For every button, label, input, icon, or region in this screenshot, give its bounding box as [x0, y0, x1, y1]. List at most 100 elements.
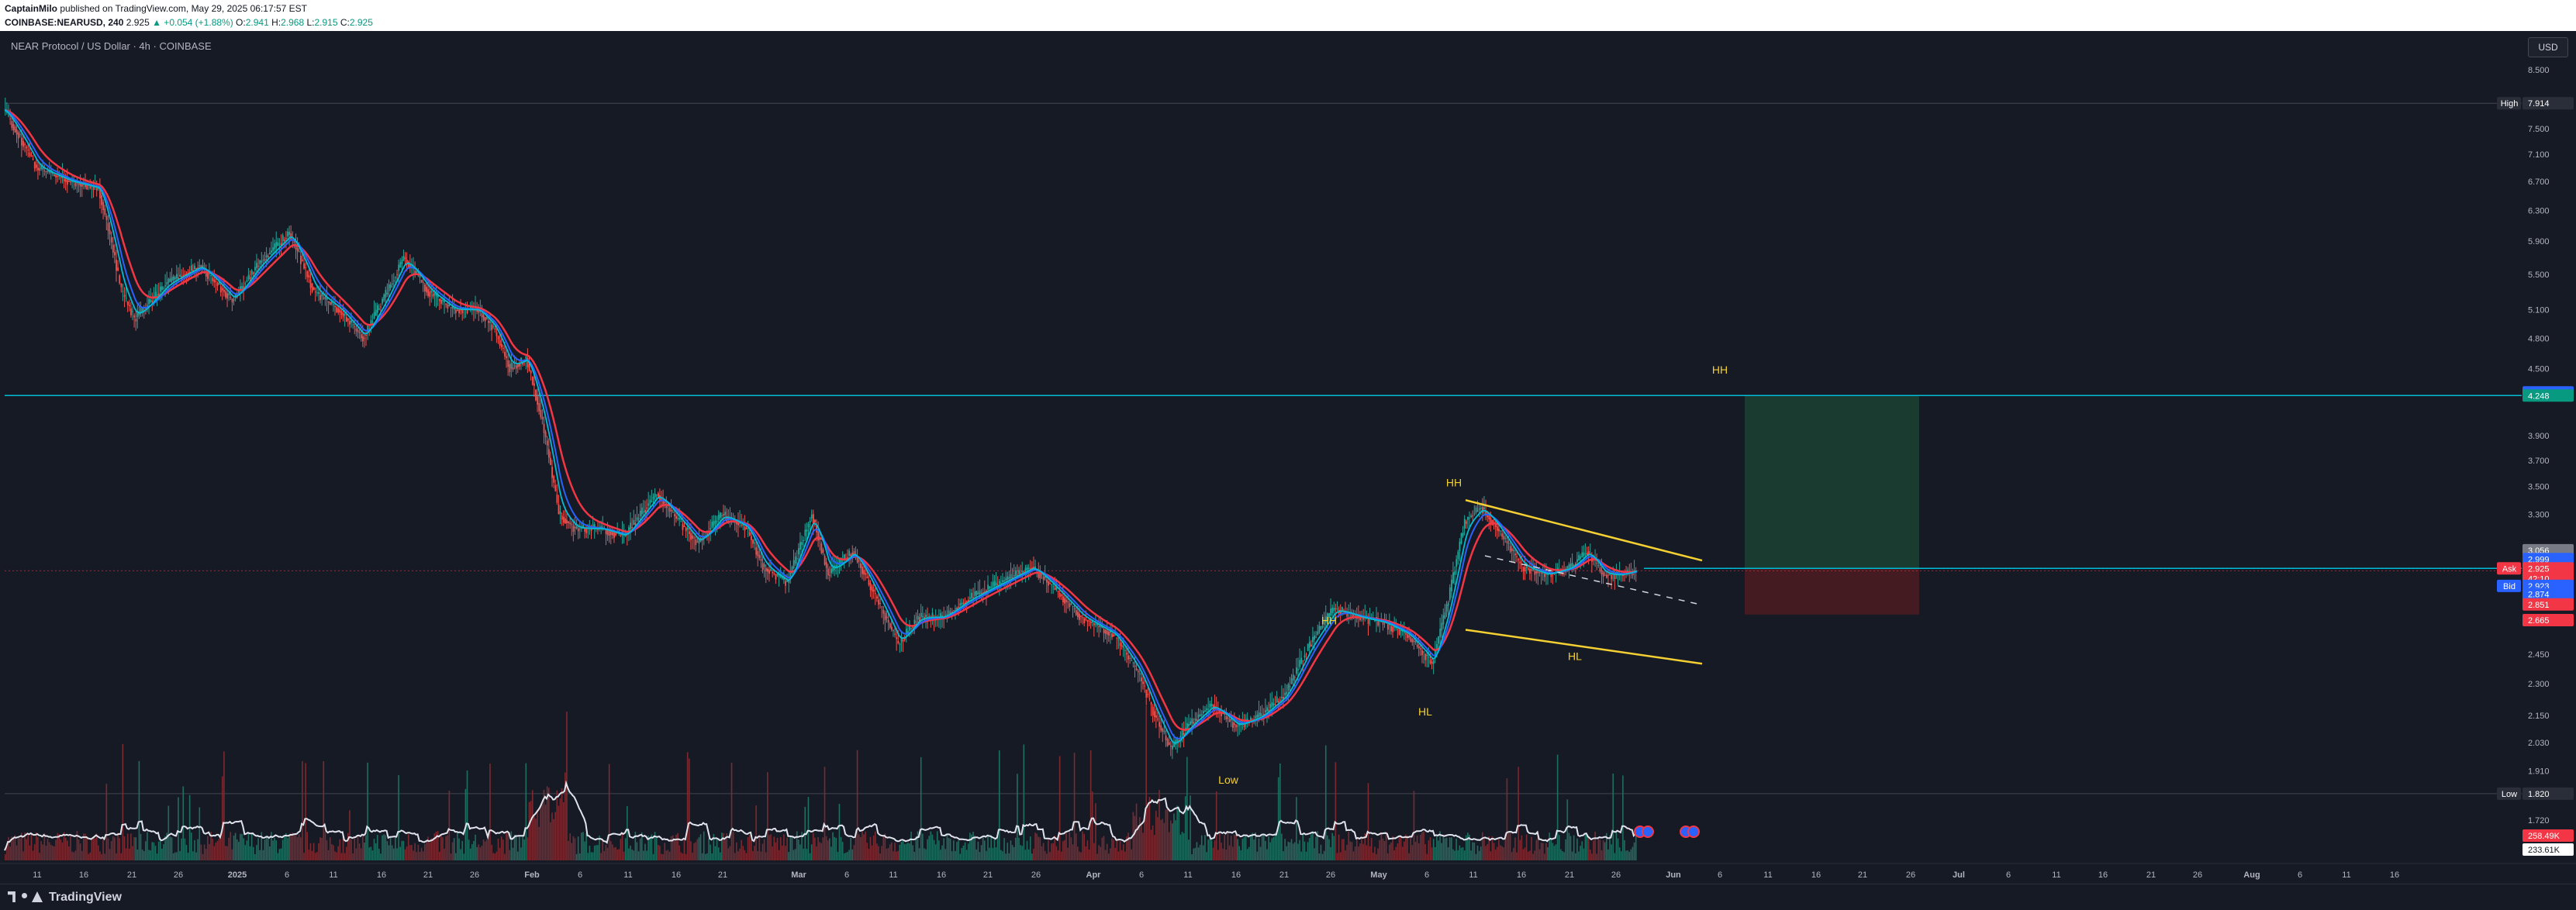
volume-bar — [516, 851, 519, 860]
candle-body — [593, 524, 596, 529]
candle-body — [466, 309, 468, 314]
volume-bar — [1266, 849, 1268, 860]
candle-body — [140, 307, 142, 314]
volume-bar — [419, 852, 421, 860]
candle-body — [30, 155, 33, 157]
candle-body — [1203, 711, 1204, 714]
volume-bar — [463, 853, 465, 860]
candle-body — [528, 364, 530, 371]
volume-bar — [179, 850, 181, 860]
candle-body — [207, 272, 209, 279]
volume-bar — [571, 843, 573, 860]
price-tick-label: 3.700 — [2528, 457, 2550, 466]
candle-body — [531, 377, 534, 385]
volume-bar — [1103, 836, 1105, 860]
candle-body — [1178, 739, 1180, 741]
candle-body — [1529, 568, 1531, 574]
volume-bar — [1331, 832, 1333, 860]
volume-bar — [794, 849, 796, 860]
candle-body — [680, 521, 682, 522]
price-chart[interactable]: HHHHHHHLHLLow8.5007.5007.1006.7006.3005.… — [0, 31, 2576, 884]
tradingview-logo[interactable]: TradingView — [8, 891, 122, 905]
high-badge-tag — [2497, 97, 2521, 110]
candle-body — [389, 284, 392, 288]
volume-bar — [737, 851, 739, 860]
volume-bar — [1606, 832, 1607, 860]
candle-body — [1299, 660, 1301, 667]
volume-bar — [1041, 846, 1043, 860]
volume-bar — [1555, 844, 1557, 860]
volume-bar — [357, 835, 359, 860]
candle-body — [271, 250, 272, 253]
candle-body — [995, 582, 997, 586]
candle-body — [541, 416, 544, 420]
currency-selector[interactable]: USD — [2528, 37, 2568, 57]
candle-body — [272, 247, 275, 251]
candle-body — [130, 309, 132, 315]
candle-body — [386, 292, 388, 295]
candle-body — [829, 574, 830, 576]
candle-body — [48, 170, 50, 173]
volume-bar — [1234, 834, 1235, 860]
candle-body — [951, 611, 953, 613]
volume-bar — [1010, 840, 1012, 860]
volume-bar — [293, 835, 295, 860]
volume-bar — [1162, 819, 1164, 860]
candle-body — [1485, 511, 1487, 514]
volume-bar — [1535, 839, 1538, 860]
volume-bar — [1568, 832, 1570, 860]
candle-body — [1377, 621, 1380, 626]
annotation-label: Low — [1218, 774, 1239, 786]
volume-bar — [471, 844, 473, 860]
candle-body — [1571, 562, 1573, 567]
volume-bar — [590, 852, 592, 860]
volume-bar — [1302, 834, 1304, 860]
volume-bar — [143, 850, 145, 860]
candle-body — [109, 229, 111, 235]
volume-bar — [411, 845, 413, 860]
candle-body — [757, 551, 759, 557]
volume-bar — [651, 834, 653, 860]
candle-body — [527, 358, 529, 367]
volume-bar — [654, 832, 656, 860]
candle-body — [318, 292, 319, 295]
candle-body — [1255, 715, 1257, 719]
volume-bar — [1436, 836, 1438, 860]
volume-bar — [1284, 839, 1286, 860]
volume-bar — [1550, 839, 1552, 860]
volume-bar — [114, 837, 116, 860]
candle-body — [628, 527, 630, 532]
candle-body — [1126, 653, 1127, 655]
candle-body — [376, 305, 378, 313]
ema-teal-line — [4, 109, 1638, 744]
volume-bar — [925, 849, 927, 860]
chart-area[interactable]: HH HH HH HL HL Low 8.500 7.500 7.100 6.700 6.300 5.… — [0, 31, 2576, 884]
volume-bar — [837, 852, 839, 860]
candle-body — [692, 535, 694, 539]
candle-body — [1044, 575, 1046, 578]
candle-body — [1179, 736, 1182, 738]
candle-body — [1000, 582, 1002, 584]
volume-bar — [71, 851, 73, 860]
volume-bar — [367, 762, 368, 860]
publish-header: CaptainMilo published on TradingView.com… — [0, 0, 2576, 31]
volume-bar — [1246, 849, 1248, 860]
volume-bar — [1152, 826, 1154, 860]
volume-bar — [739, 848, 741, 860]
time-tick-label: 26 — [470, 870, 479, 880]
volume-bar — [316, 852, 318, 860]
candle-body — [230, 297, 232, 298]
volume-bar — [1392, 836, 1393, 860]
candle-body — [903, 637, 906, 640]
author-name[interactable]: CaptainMilo — [5, 3, 57, 14]
volume-bar — [1048, 839, 1049, 860]
volume-bar — [157, 841, 160, 860]
candle-body — [1058, 593, 1061, 598]
volume-bar — [582, 832, 584, 860]
volume-bar — [816, 846, 817, 860]
candle-body — [261, 260, 263, 263]
candle-body — [893, 629, 894, 631]
volume-bar — [1014, 837, 1017, 860]
candle-body — [1049, 583, 1051, 584]
candle-body — [19, 134, 21, 136]
